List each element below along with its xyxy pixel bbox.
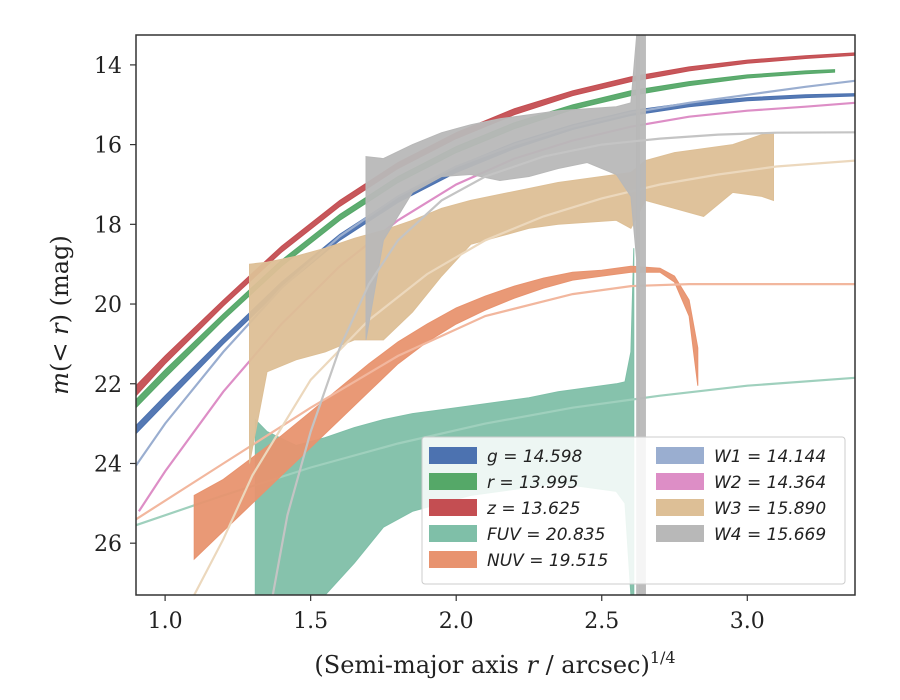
series-line-w3-extrapolation — [193, 159, 855, 595]
legend-label-nuv: NUV = 19.515 — [487, 551, 608, 571]
legend: g = 14.598 r = 13.995 z = 13.625 FUV = 20.8… — [421, 436, 846, 585]
series-line-w4-extrapolation — [271, 131, 855, 595]
legend-swatch-w1 — [656, 447, 704, 464]
x-axis-label: (Semi-major axis r / arcsec)1/4 — [314, 648, 675, 679]
x-tick-label: 1.5 — [293, 609, 328, 634]
legend-label-w1: W1 = 14.144 — [714, 447, 826, 467]
legend-label-z: z = 13.625 — [486, 499, 580, 519]
legend-swatch-fuv — [429, 525, 477, 542]
legend-swatch-nuv — [429, 551, 477, 568]
legend-box — [421, 436, 846, 585]
legend-label-g: g = 14.598 — [487, 447, 583, 467]
legend-label-w3: W3 = 15.890 — [714, 499, 826, 519]
legend-label-w2: W2 = 14.364 — [714, 473, 826, 493]
x-tick-label: 2.0 — [439, 609, 474, 634]
legend-label-r: r = 13.995 — [487, 473, 579, 493]
x-tick-label: 3.0 — [730, 609, 765, 634]
legend-swatch-r — [429, 473, 477, 490]
y-axis: 14 16 18 20 22 24 26 — [94, 54, 136, 557]
plot-frame — [135, 34, 856, 596]
series-band-fuv — [254, 248, 635, 595]
legend-swatch-g — [429, 447, 477, 464]
series-band-w3 — [249, 132, 774, 464]
series-band-w4 — [365, 35, 641, 595]
y-tick-label: 22 — [94, 373, 122, 398]
legend-label-fuv: FUV = 20.835 — [487, 525, 605, 545]
y-tick-label: 26 — [94, 532, 122, 557]
legend-swatch-w2 — [656, 473, 704, 490]
y-tick-label: 20 — [94, 293, 122, 318]
x-tick-label: 2.5 — [584, 609, 619, 634]
series-layer — [136, 35, 855, 595]
y-tick-label: 24 — [94, 452, 122, 477]
y-tick-label: 16 — [94, 134, 122, 159]
legend-swatch-w4 — [656, 525, 704, 542]
legend-swatch-w3 — [656, 499, 704, 516]
x-tick-label: 1.0 — [148, 609, 183, 634]
series-line-nuv-extrapolation — [136, 283, 855, 521]
y-axis-label: m(< r) (mag) — [46, 235, 74, 395]
x-axis: 1.0 1.5 2.0 2.5 3.0 — [148, 595, 765, 634]
y-tick-label: 18 — [94, 213, 122, 238]
legend-label-w4: W4 = 15.669 — [714, 525, 826, 545]
y-tick-label: 14 — [94, 54, 122, 79]
legend-swatch-z — [429, 499, 477, 516]
series-band-nuv — [193, 265, 699, 561]
